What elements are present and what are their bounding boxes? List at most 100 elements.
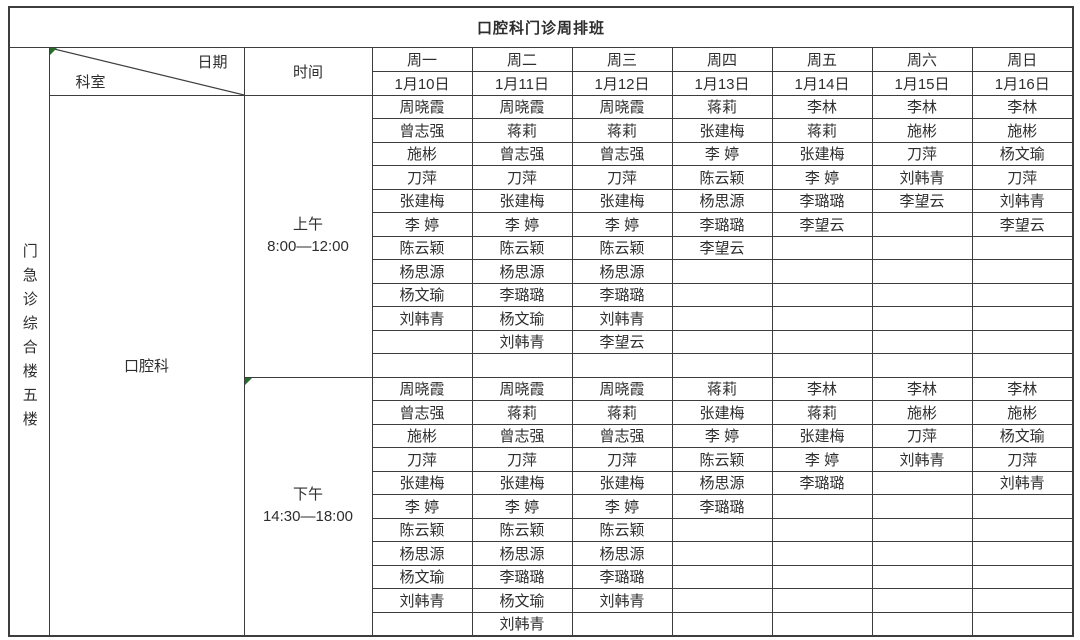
- weekday-header-cell: 周日: [971, 46, 1074, 72]
- staff-cell: 曾志强: [571, 141, 673, 166]
- schedule-row: 刘韩青 杨文瑜 刘韩青: [9, 306, 1074, 331]
- staff-cell: 刘韩青: [871, 165, 973, 190]
- title-row: 口腔科门诊周排班: [8, 6, 1074, 48]
- staff-cell: 刀萍: [871, 423, 973, 448]
- staff-cell: [971, 329, 1074, 354]
- staff-cell: [871, 494, 973, 519]
- staff-cell: [671, 588, 773, 613]
- diagonal-header-cell: 日期 科室: [48, 46, 245, 96]
- staff-cell: 蒋莉: [471, 118, 573, 143]
- staff-cell: [971, 353, 1074, 378]
- staff-cell: [771, 259, 873, 284]
- department-cell: 口腔科: [48, 94, 245, 636]
- staff-cell: 李林: [871, 376, 973, 401]
- schedule-row: 刘韩青: [9, 611, 1074, 636]
- staff-cell: 杨思源: [571, 541, 673, 566]
- staff-cell: 周晓霞: [371, 376, 473, 401]
- staff-cell: 李望云: [671, 235, 773, 260]
- staff-cell: 陈云颖: [471, 235, 573, 260]
- date-header-cell: 1月15日: [871, 70, 973, 96]
- staff-cell: [971, 611, 1074, 636]
- schedule-row: 刘韩青 杨文瑜 刘韩青: [9, 588, 1074, 613]
- schedule-row: 施彬 曾志强 曾志强李 婷张建梅 刀萍 杨文瑜: [9, 423, 1074, 448]
- date-header-cell: 1月13日: [671, 70, 773, 96]
- date-header-cell: 1月11日: [471, 70, 573, 96]
- weekday-header-cell: 周四: [671, 46, 773, 72]
- staff-cell: [871, 541, 973, 566]
- staff-cell: 李璐璐: [671, 494, 773, 519]
- weekday-header-cell: 周六: [871, 46, 973, 72]
- staff-cell: 蒋莉: [771, 400, 873, 425]
- staff-cell: 张建梅: [471, 188, 573, 213]
- location-label: 门急诊综合楼五楼: [20, 243, 38, 435]
- staff-cell: 李望云: [571, 329, 673, 354]
- staff-cell: [671, 306, 773, 331]
- session-label: 上午: [292, 215, 323, 233]
- staff-cell: [671, 329, 773, 354]
- staff-cell: 施彬: [971, 400, 1074, 425]
- staff-cell: 张建梅: [371, 188, 473, 213]
- staff-cell: 刘韩青: [571, 588, 673, 613]
- weekday-header-cell: 周二: [471, 46, 573, 72]
- staff-cell: 李 婷: [371, 494, 473, 519]
- date-header-cell: 1月14日: [771, 70, 873, 96]
- staff-cell: 李 婷: [671, 141, 773, 166]
- staff-cell: [371, 329, 473, 354]
- staff-cell: 周晓霞: [471, 94, 573, 119]
- staff-cell: 曾志强: [471, 423, 573, 448]
- staff-cell: 刘韩青: [971, 470, 1074, 495]
- staff-cell: [971, 517, 1074, 542]
- schedule-row: 曾志强 蒋莉 蒋莉 张建梅 蒋莉 施彬 施彬: [9, 400, 1074, 425]
- staff-cell: 周晓霞: [571, 94, 673, 119]
- session-hours: 14:30—18:00: [262, 508, 354, 525]
- staff-cell: 张建梅: [571, 470, 673, 495]
- staff-cell: 杨文瑜: [971, 423, 1074, 448]
- staff-cell: [771, 494, 873, 519]
- staff-cell: 刀萍: [971, 447, 1074, 472]
- staff-cell: [971, 494, 1074, 519]
- staff-cell: [671, 611, 773, 636]
- weekly-schedule-table: 口腔科门诊周排班 门急诊综合楼五楼 日期 科室 时间: [8, 6, 1075, 637]
- staff-cell: 刀萍: [471, 165, 573, 190]
- staff-cell: 李 婷: [371, 212, 473, 237]
- schedule-row: 杨文瑜 李璐璐 李璐璐: [9, 282, 1074, 307]
- staff-cell: 李望云: [871, 188, 973, 213]
- staff-cell: 陈云颖: [371, 235, 473, 260]
- staff-cell: [571, 353, 673, 378]
- staff-cell: 刀萍: [971, 165, 1074, 190]
- staff-cell: [871, 329, 973, 354]
- staff-cell: 杨文瑜: [371, 282, 473, 307]
- staff-cell: 杨思源: [471, 541, 573, 566]
- staff-cell: 陈云颖: [671, 447, 773, 472]
- weekday-header-row: 门急诊综合楼五楼 日期 科室 时间 周一 周二 周三 周四 周五 周六 周日: [8, 46, 1074, 636]
- staff-cell: 施彬: [871, 400, 973, 425]
- staff-cell: 李林: [771, 376, 873, 401]
- staff-cell: 李望云: [771, 212, 873, 237]
- staff-cell: 李 婷: [471, 494, 573, 519]
- staff-cell: [871, 588, 973, 613]
- staff-cell: 李璐璐: [471, 282, 573, 307]
- staff-cell: [771, 329, 873, 354]
- staff-cell: 杨文瑜: [971, 141, 1074, 166]
- staff-cell: 杨思源: [371, 541, 473, 566]
- staff-cell: 刘韩青: [471, 329, 573, 354]
- diagonal-divider-line: [50, 48, 243, 94]
- staff-cell: 张建梅: [371, 470, 473, 495]
- staff-cell: 刀萍: [571, 165, 673, 190]
- schedule-row: 李 婷李 婷李 婷李璐璐 李望云 李望云: [9, 212, 1074, 237]
- staff-cell: 刀萍: [571, 447, 673, 472]
- staff-cell: [971, 282, 1074, 307]
- staff-cell: 杨思源: [671, 188, 773, 213]
- staff-cell: [771, 588, 873, 613]
- staff-cell: 刘韩青: [571, 306, 673, 331]
- staff-cell: 蒋莉: [571, 118, 673, 143]
- staff-cell: [871, 564, 973, 589]
- staff-cell: 张建梅: [671, 400, 773, 425]
- date-header-cell: 1月10日: [371, 70, 473, 96]
- schedule-row: 张建梅 张建梅 张建梅 杨思源 李璐璐 刘韩青: [9, 470, 1074, 495]
- staff-cell: [871, 212, 973, 237]
- staff-cell: 张建梅: [471, 470, 573, 495]
- staff-cell: [771, 282, 873, 307]
- staff-cell: 蒋莉: [671, 376, 773, 401]
- staff-cell: [371, 611, 473, 636]
